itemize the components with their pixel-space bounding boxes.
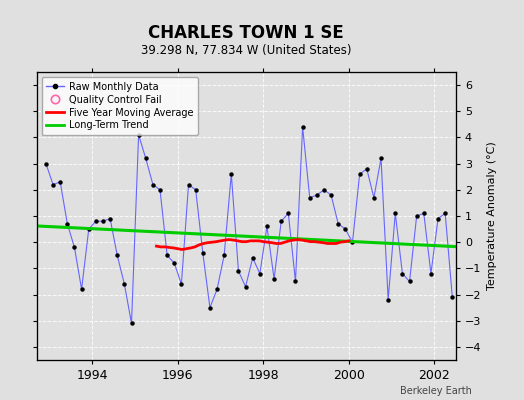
Text: CHARLES TOWN 1 SE: CHARLES TOWN 1 SE	[148, 24, 344, 42]
Text: 39.298 N, 77.834 W (United States): 39.298 N, 77.834 W (United States)	[141, 44, 352, 57]
Text: Berkeley Earth: Berkeley Earth	[400, 386, 472, 396]
Legend: Raw Monthly Data, Quality Control Fail, Five Year Moving Average, Long-Term Tren: Raw Monthly Data, Quality Control Fail, …	[41, 77, 198, 135]
Y-axis label: Temperature Anomaly (°C): Temperature Anomaly (°C)	[487, 142, 497, 290]
